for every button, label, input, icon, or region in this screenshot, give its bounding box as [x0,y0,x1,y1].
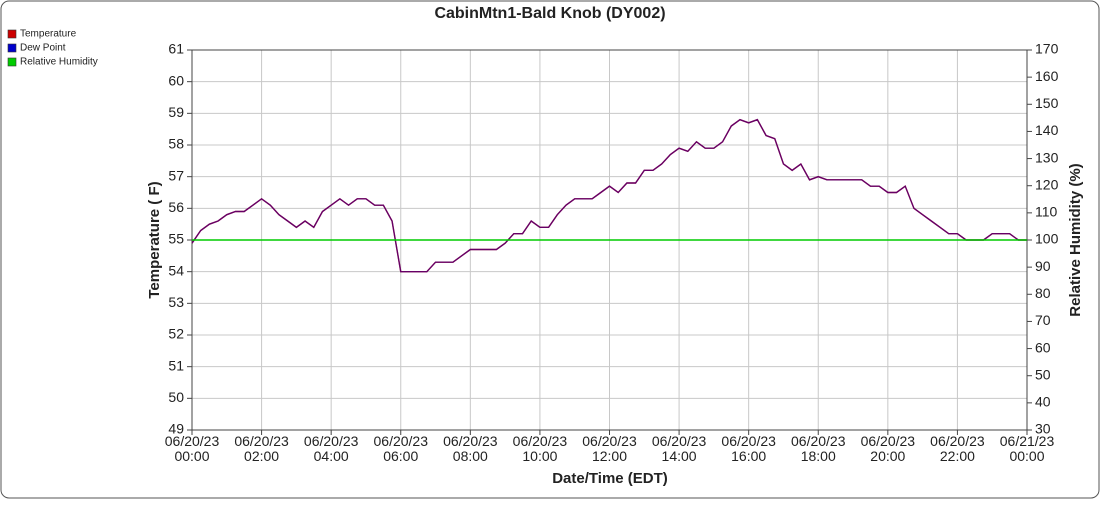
y-tick-label: 59 [168,104,184,120]
x-tick-label: 06/20/23 08:00 [443,433,498,464]
y2-tick-label: 170 [1035,41,1059,57]
y2-tick-label: 60 [1035,339,1051,355]
y-tick-label: 57 [168,167,184,183]
x-axis-label: Date/Time (EDT) [552,470,668,487]
legend-swatch [7,57,17,67]
y-tick-label: 56 [168,199,184,215]
y-tick-label: 51 [168,357,184,373]
y2-tick-label: 120 [1035,176,1059,192]
y2-tick-label: 40 [1035,394,1051,410]
y-tick-label: 55 [168,231,184,247]
legend-label: Temperature [20,29,77,40]
x-tick-label: 06/20/23 10:00 [513,433,568,464]
y-tick-label: 50 [168,389,184,405]
y2-tick-label: 100 [1035,231,1059,247]
series-line [191,118,1027,273]
y-tick-label: 58 [168,136,184,152]
y-tick-label: 49 [168,421,184,437]
y-axis-label: Temperature ( F) [146,181,163,298]
y2-tick-label: 70 [1035,312,1051,328]
legend-label: Relative Humidity [20,57,98,68]
y2-tick-label: 110 [1035,204,1058,220]
legend-label: Dew Point [20,43,66,54]
x-tick-label: 06/20/23 00:00 [165,433,220,464]
chart-title: CabinMtn1-Bald Knob (DY002) [434,5,665,22]
y-tick-label: 60 [168,72,184,88]
x-tick-label: 06/21/23 00:00 [1000,433,1055,464]
y-tick-label: 53 [168,294,184,310]
x-tick-label: 06/20/23 22:00 [930,433,985,464]
y2-tick-label: 90 [1035,258,1051,274]
x-tick-label: 06/20/23 12:00 [582,433,637,464]
x-tick-label: 06/20/23 18:00 [791,433,846,464]
y2-tick-label: 130 [1035,149,1059,165]
y2-tick-label: 140 [1035,122,1059,138]
y2-tick-label: 50 [1035,366,1051,382]
legend-swatch [7,43,17,53]
y2-axis-label: Relative Humidity (%) [1067,163,1084,316]
x-tick-label: 06/20/23 06:00 [374,433,429,464]
y2-tick-label: 80 [1035,285,1051,301]
y-tick-label: 52 [168,326,184,342]
x-tick-label: 06/20/23 02:00 [234,433,289,464]
x-tick-label: 06/20/23 04:00 [304,433,359,464]
y2-tick-label: 150 [1035,95,1059,111]
x-tick-label: 06/20/23 14:00 [652,433,707,464]
y2-tick-label: 30 [1035,421,1051,437]
y-tick-label: 61 [168,41,184,57]
y-tick-label: 54 [168,262,184,278]
x-tick-label: 06/20/23 16:00 [721,433,776,464]
x-tick-label: 06/20/23 20:00 [861,433,916,464]
y2-tick-label: 160 [1035,68,1059,84]
legend-swatch [7,29,17,39]
